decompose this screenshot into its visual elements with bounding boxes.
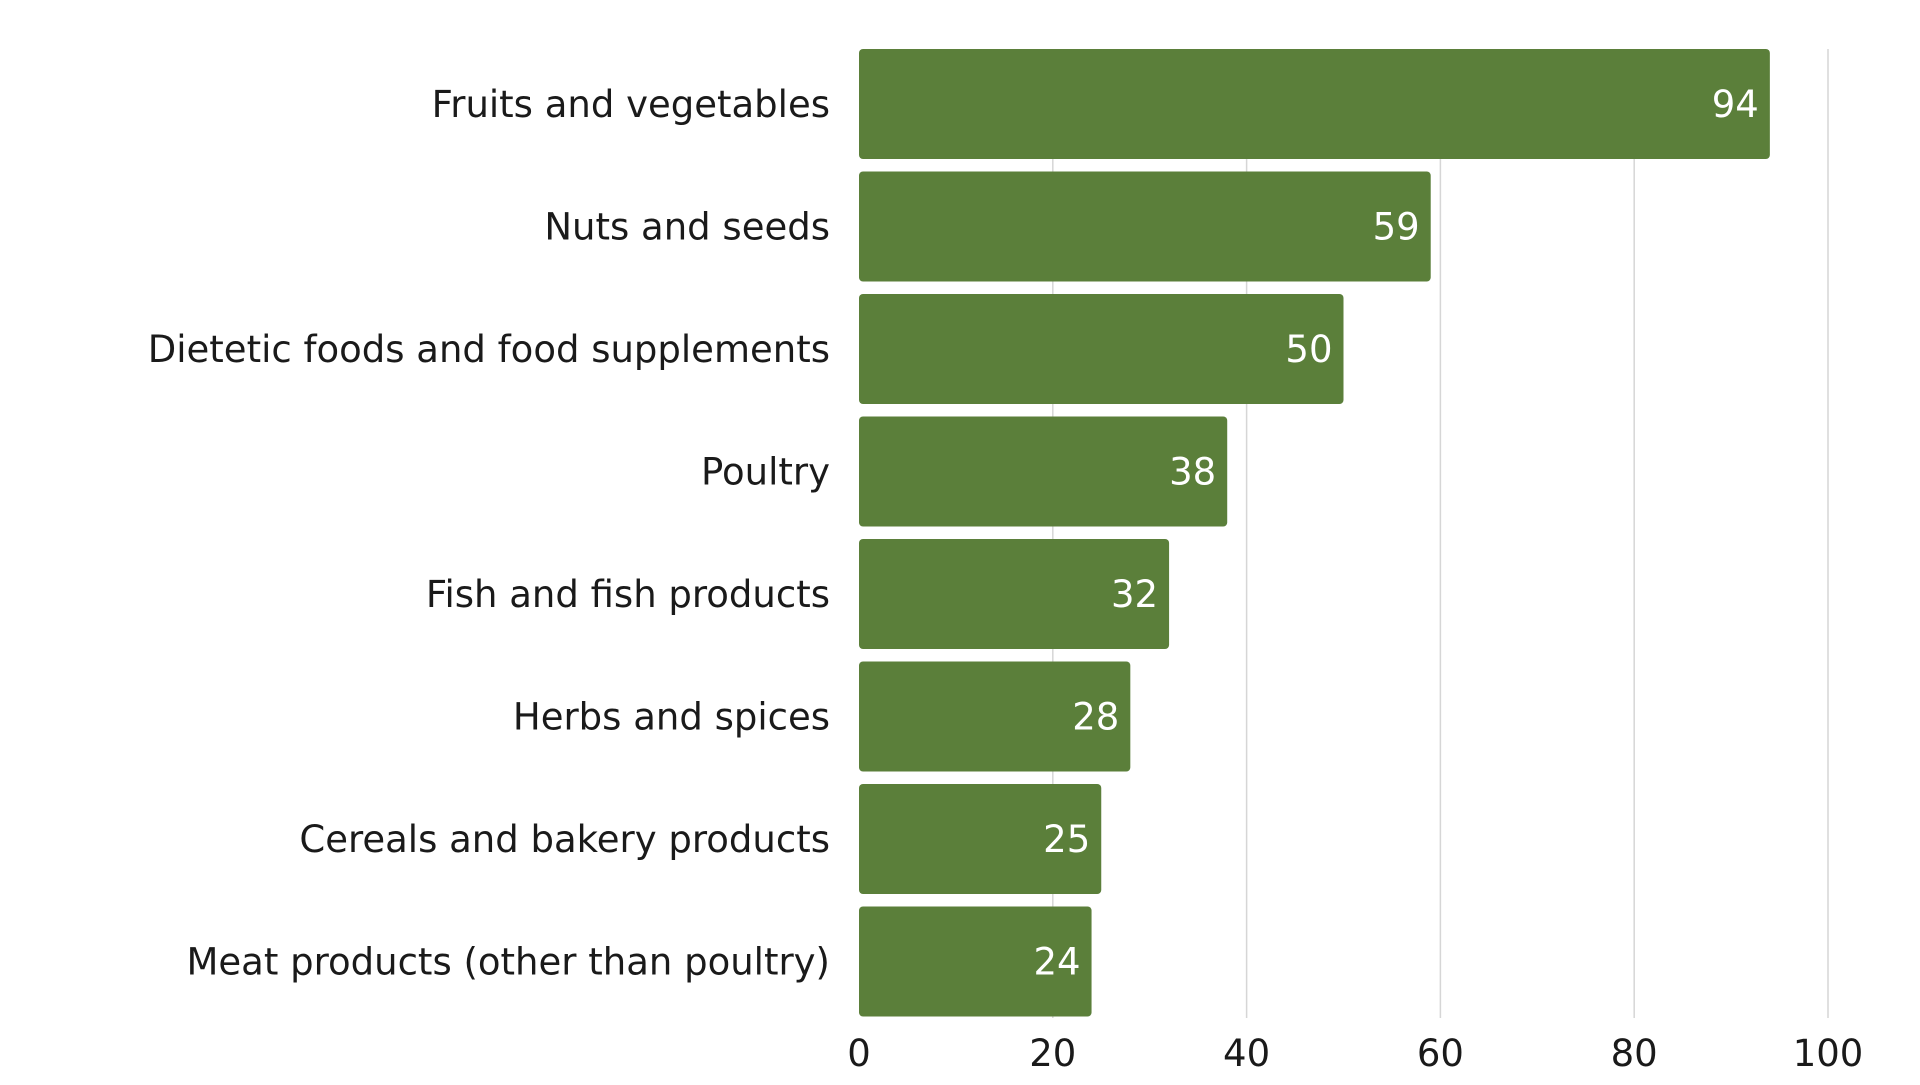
bar <box>859 171 1431 282</box>
bar <box>859 539 1170 649</box>
bar <box>859 294 1344 404</box>
category-label: Nuts and seeds <box>544 206 830 249</box>
bar-value-label: 59 <box>1373 206 1420 249</box>
category-label: Dietetic foods and food supplements <box>148 328 830 371</box>
bar-value-label: 28 <box>1072 696 1119 739</box>
x-tick-label: 60 <box>1417 1032 1464 1075</box>
bar <box>859 49 1770 159</box>
x-tick-label: 20 <box>1029 1032 1076 1075</box>
bar-value-label: 38 <box>1169 451 1216 494</box>
bar <box>859 416 1228 527</box>
bar-value-label: 50 <box>1285 328 1332 371</box>
bar-value-label: 32 <box>1111 573 1158 616</box>
category-label: Herbs and spices <box>513 696 830 739</box>
category-label: Fruits and vegetables <box>432 83 830 126</box>
x-tick-label: 100 <box>1793 1032 1864 1075</box>
category-label: Cereals and bakery products <box>299 818 830 861</box>
x-axis-tick-labels: 0 20 40 60 80 100 <box>847 1032 1863 1075</box>
x-tick-label: 40 <box>1223 1032 1270 1075</box>
bar <box>859 906 1092 1017</box>
bar-value-label: 24 <box>1033 941 1080 984</box>
category-label: Fish and fish products <box>426 573 830 616</box>
category-labels: Fruits and vegetables Nuts and seeds Diete… <box>148 83 830 984</box>
x-tick-label: 80 <box>1611 1032 1658 1075</box>
bar <box>859 784 1102 894</box>
category-label: Meat products (other than poultry) <box>187 941 831 984</box>
bar-layer: 94 59 50 38 32 28 25 24 <box>859 49 1770 1017</box>
x-tick-label: 0 <box>847 1032 871 1075</box>
bar-value-label: 25 <box>1043 818 1090 861</box>
bar <box>859 661 1131 772</box>
bar-value-label: 94 <box>1712 83 1759 126</box>
category-label: Poultry <box>701 451 830 494</box>
